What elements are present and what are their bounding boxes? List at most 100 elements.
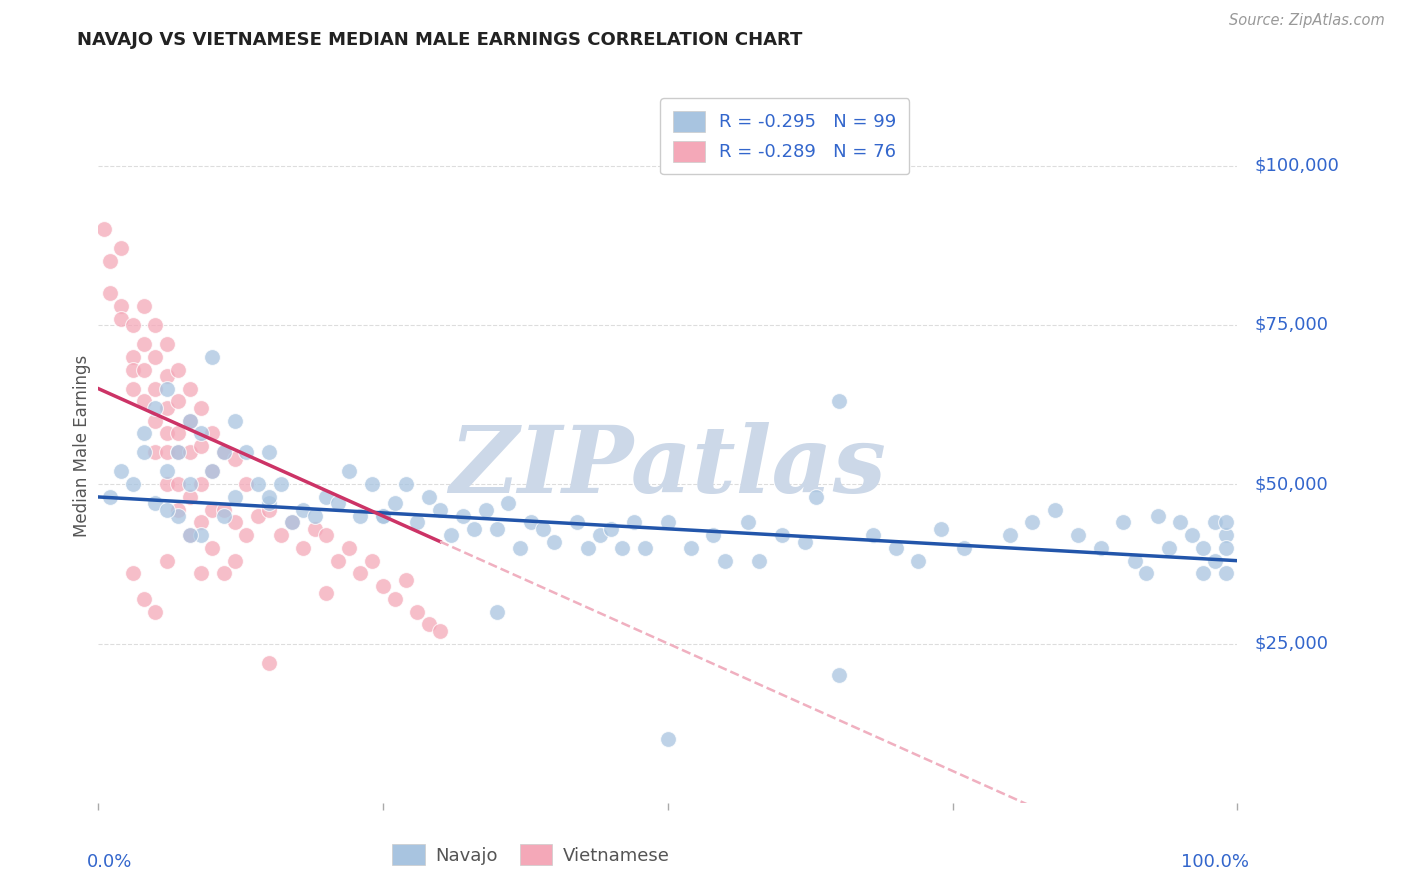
Point [1021,516,1043,530]
Point [132,362,155,376]
Point [201,465,224,479]
Point [132,299,155,313]
Point [167,362,190,376]
Point [235,528,257,542]
Point [190,426,212,441]
Point [884,541,907,555]
Point [828,394,851,409]
Text: 100.0%: 100.0% [1181,853,1249,871]
Point [121,477,143,491]
Point [1192,541,1215,555]
Point [384,591,406,606]
Point [132,394,155,409]
Point [259,445,281,459]
Point [292,502,315,516]
Point [463,522,485,536]
Point [384,496,406,510]
Point [121,566,143,581]
Point [224,490,246,504]
Point [429,502,451,516]
Point [190,528,212,542]
Point [612,541,634,555]
Point [246,477,269,491]
Point [520,516,543,530]
Point [315,490,337,504]
Point [1112,516,1135,530]
Point [121,318,143,332]
Point [156,445,179,459]
Point [235,445,257,459]
Point [145,605,167,619]
Point [110,311,132,326]
Text: 0.0%: 0.0% [87,853,132,871]
Point [1204,554,1226,568]
Text: Source: ZipAtlas.com: Source: ZipAtlas.com [1229,13,1385,29]
Point [326,496,349,510]
Point [167,509,190,524]
Point [110,299,132,313]
Point [770,528,793,542]
Point [212,445,235,459]
Point [315,585,337,599]
Point [110,465,132,479]
Point [121,382,143,396]
Point [93,222,115,236]
Point [929,522,952,536]
Point [190,516,212,530]
Point [156,368,179,383]
Point [145,445,167,459]
Point [862,528,884,542]
Point [679,541,702,555]
Point [543,534,565,549]
Point [349,509,371,524]
Point [121,350,143,364]
Point [451,509,474,524]
Point [429,624,451,638]
Point [246,509,269,524]
Point [156,426,179,441]
Point [1170,516,1192,530]
Point [156,382,179,396]
Point [1146,509,1168,524]
Point [145,350,167,364]
Point [600,522,623,536]
Point [270,528,292,542]
Point [179,382,201,396]
Point [167,502,190,516]
Point [304,522,326,536]
Point [145,382,167,396]
Point [498,496,520,510]
Point [406,605,429,619]
Point [270,477,292,491]
Point [1181,528,1204,542]
Point [132,426,155,441]
Point [179,477,201,491]
Point [1043,502,1066,516]
Text: $100,000: $100,000 [1254,157,1340,175]
Point [702,528,724,542]
Point [360,477,382,491]
Point [212,509,235,524]
Point [418,490,440,504]
Point [748,554,770,568]
Point [167,394,190,409]
Point [190,401,212,415]
Point [737,516,759,530]
Point [167,445,190,459]
Point [132,337,155,351]
Point [531,522,554,536]
Point [395,477,418,491]
Point [98,286,121,301]
Point [167,445,190,459]
Point [179,413,201,427]
Point [1215,516,1237,530]
Point [1157,541,1180,555]
Point [224,413,246,427]
Point [714,554,737,568]
Point [828,668,851,682]
Point [657,732,679,747]
Text: $75,000: $75,000 [1254,316,1329,334]
Text: $25,000: $25,000 [1254,634,1329,653]
Point [315,528,337,542]
Point [212,566,235,581]
